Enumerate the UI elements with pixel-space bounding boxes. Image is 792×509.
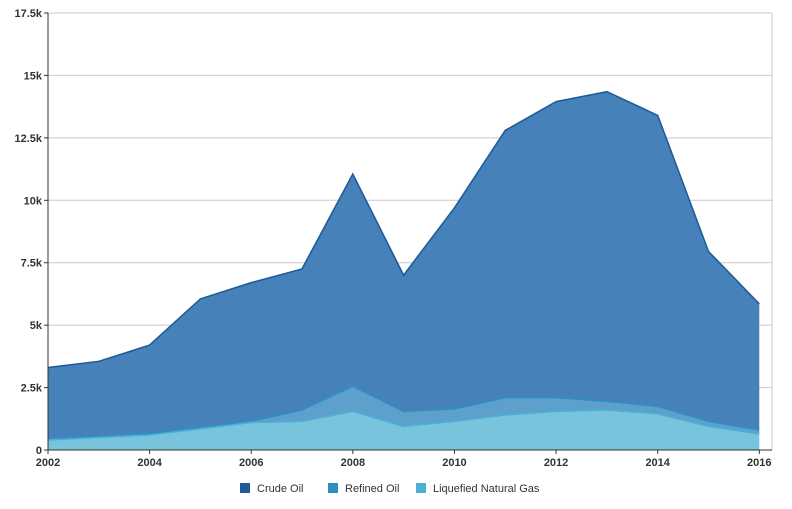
x-tick-label: 2002 xyxy=(36,457,60,469)
area-series-group xyxy=(47,90,760,450)
y-tick-label: 10k xyxy=(24,195,43,207)
x-tick-label: 2004 xyxy=(137,457,162,469)
legend[interactable]: Crude Oil Refined Oil Liquefied Natural Ga… xyxy=(240,483,540,495)
y-tick-label: 2.5k xyxy=(21,383,43,395)
legend-item[interactable]: Liquefied Natural Gas xyxy=(416,483,540,495)
y-axis-tick-labels: 0 2.5k 5k 7.5k 10k 12.5k 15k 17.5k xyxy=(14,8,42,457)
x-tick-label: 2012 xyxy=(544,457,568,469)
axes xyxy=(44,12,772,454)
legend-swatch xyxy=(328,483,338,493)
y-tick-label: 0 xyxy=(36,445,42,457)
legend-swatch xyxy=(240,483,250,493)
x-tick-label: 2016 xyxy=(747,457,771,469)
x-tick-label: 2008 xyxy=(341,457,365,469)
crude-oil-area[interactable] xyxy=(48,91,760,439)
liquefied-natural-gas-area[interactable] xyxy=(48,410,760,450)
y-tick-label: 12.5k xyxy=(14,133,42,145)
crude-oil-line xyxy=(47,90,760,369)
legend-label: Crude Oil xyxy=(257,483,303,495)
liquefied-natural-gas-line xyxy=(47,409,760,441)
x-tick-label: 2006 xyxy=(239,457,263,469)
legend-swatch xyxy=(416,483,426,493)
y-tick-label: 7.5k xyxy=(21,258,43,270)
y-tick-label: 15k xyxy=(24,70,43,82)
legend-item[interactable]: Refined Oil xyxy=(328,483,399,495)
x-tick-label: 2010 xyxy=(442,457,466,469)
x-tick-label: 2014 xyxy=(645,457,670,469)
refined-oil-line xyxy=(47,385,760,440)
legend-label: Refined Oil xyxy=(345,483,399,495)
y-tick-label: 17.5k xyxy=(14,8,42,20)
y-tick-label: 5k xyxy=(30,320,43,332)
legend-label: Liquefied Natural Gas xyxy=(433,483,540,495)
legend-item[interactable]: Crude Oil xyxy=(240,483,303,495)
x-axis-tick-labels: 2002 2004 2006 2008 2010 2012 2014 2016 xyxy=(36,457,772,469)
